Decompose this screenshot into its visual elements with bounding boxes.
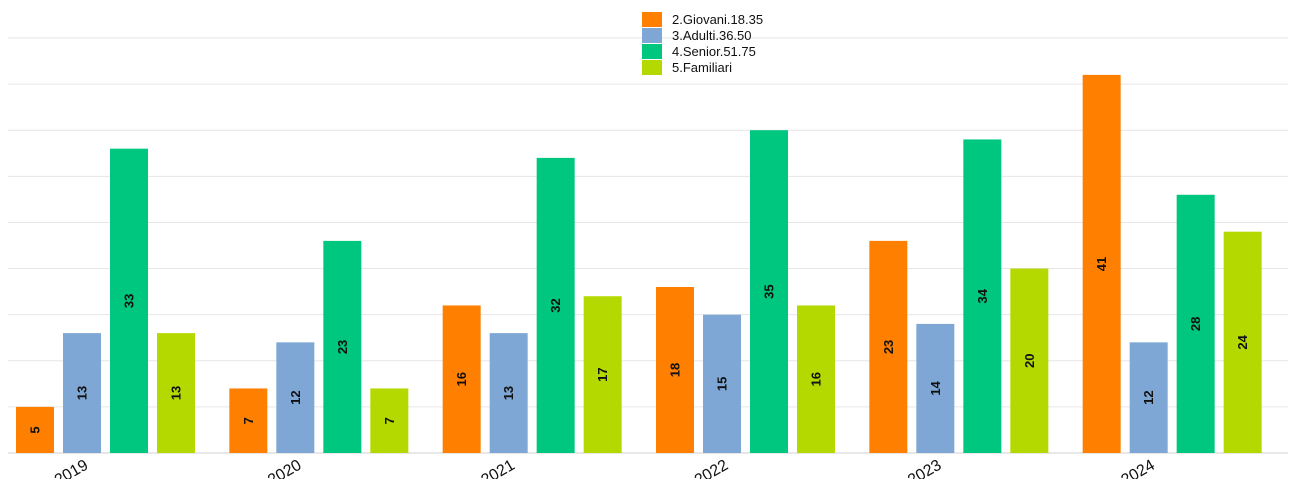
legend-swatch <box>642 28 662 43</box>
legend: 2.Giovani.18.353.Adulti.36.504.Senior.51… <box>642 12 763 75</box>
bar-value-label: 13 <box>501 386 516 400</box>
category-label-2024: 2024 <box>1119 457 1158 479</box>
bar-2019-3.Adulti.36.50 <box>63 333 101 453</box>
bar-2022-4.Senior.51.75 <box>750 130 788 453</box>
bar-2020-4.Senior.51.75 <box>323 240 362 453</box>
bar-value-label: 13 <box>75 386 90 400</box>
bar-value-label: 14 <box>928 380 943 395</box>
legend-label: 4.Senior.51.75 <box>672 44 756 59</box>
bar-value-label: 12 <box>288 390 303 404</box>
legend-label: 3.Adulti.36.50 <box>672 28 752 43</box>
bar-value-label: 15 <box>715 377 730 391</box>
bar-value-label: 16 <box>809 372 824 386</box>
bar-value-label: 35 <box>762 284 777 298</box>
bar-2022-2.Giovani.18.35 <box>656 287 694 453</box>
grid-lines <box>8 37 1288 454</box>
legend-label: 2.Giovani.18.35 <box>672 12 763 27</box>
bar-value-label: 32 <box>548 298 563 312</box>
legend-label: 5.Familiari <box>672 60 732 75</box>
bar-2020-3.Adulti.36.50 <box>276 342 315 453</box>
bar-value-label: 18 <box>668 363 683 377</box>
bar-value-label: 16 <box>454 372 469 386</box>
bar-2023-3.Adulti.36.50 <box>916 323 955 453</box>
bar-value-label: 23 <box>881 340 896 354</box>
bar-labels-group: 5 13 33 13 7 12 23 7 16 13 32 17 18 15 35 16 23 14 34 20 41 1… <box>28 257 1251 434</box>
bar-value-label: 34 <box>975 288 990 303</box>
bar-2022-5.Familiari <box>797 305 835 453</box>
bar-2024-4.Senior.51.75 <box>1176 194 1215 453</box>
bar-2024-2.Giovani.18.35 <box>1082 74 1121 453</box>
bar-2020-5.Familiari <box>370 388 409 453</box>
bar-value-label: 5 <box>28 426 43 433</box>
bar-2021-2.Giovani.18.35 <box>442 305 481 453</box>
category-label-2019: 2019 <box>52 457 91 479</box>
bar-2021-3.Adulti.36.50 <box>489 333 528 453</box>
bar-value-label: 7 <box>382 417 397 424</box>
bar-2020-2.Giovani.18.35 <box>229 388 268 453</box>
bar-2021-4.Senior.51.75 <box>536 157 575 453</box>
bars-group <box>16 74 1262 453</box>
bar-value-label: 23 <box>335 340 350 354</box>
bar-value-label: 20 <box>1022 354 1037 368</box>
bar-value-label: 28 <box>1188 317 1203 331</box>
bar-value-label: 7 <box>241 417 256 424</box>
legend-swatch <box>642 44 662 59</box>
category-labels-group: 2019 2020 2021 2022 2023 2024 <box>52 457 1158 479</box>
category-label-2020: 2020 <box>265 457 304 479</box>
bar-2023-2.Giovani.18.35 <box>869 240 908 453</box>
legend-swatch <box>642 60 662 75</box>
category-label-2023: 2023 <box>905 457 944 479</box>
bar-2023-5.Familiari <box>1010 268 1049 453</box>
bar-2023-4.Senior.51.75 <box>963 139 1002 453</box>
bar-value-label: 17 <box>595 367 610 381</box>
bar-2021-5.Familiari <box>583 296 622 453</box>
bar-value-label: 24 <box>1235 334 1250 349</box>
category-label-2022: 2022 <box>692 457 731 479</box>
bar-2019-5.Familiari <box>157 333 195 453</box>
bar-2024-3.Adulti.36.50 <box>1129 342 1168 453</box>
bar-value-label: 13 <box>169 386 184 400</box>
legend-swatch <box>642 12 662 27</box>
bar-2024-5.Familiari <box>1223 231 1262 453</box>
category-label-2021: 2021 <box>479 457 518 479</box>
bar-value-label: 12 <box>1141 390 1156 404</box>
bar-2019-4.Senior.51.75 <box>110 148 148 453</box>
bar-2019-2.Giovani.18.35 <box>16 406 54 453</box>
bar-value-label: 41 <box>1094 257 1109 271</box>
bar-2022-3.Adulti.36.50 <box>703 314 741 453</box>
bar-value-label: 33 <box>122 294 137 308</box>
